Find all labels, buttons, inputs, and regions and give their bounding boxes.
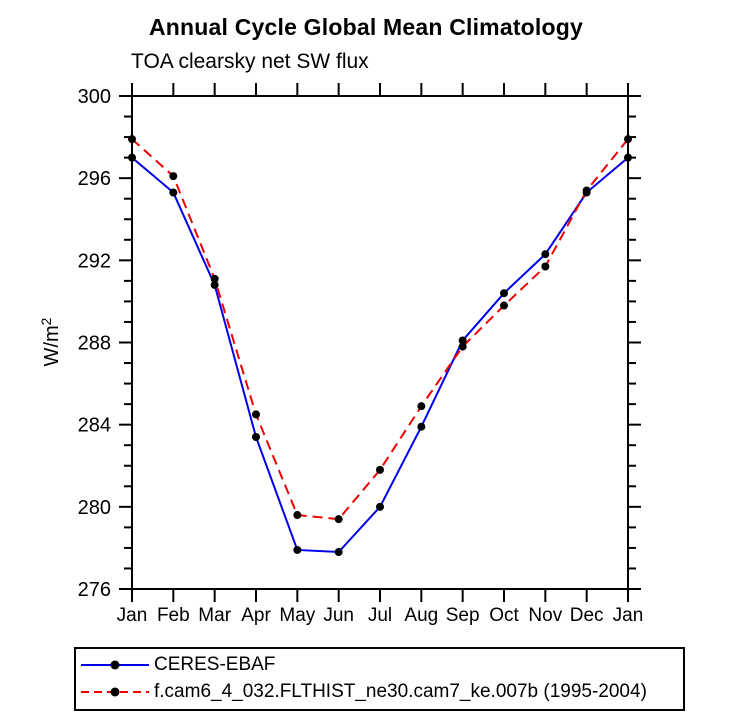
y-tick-label: 300 <box>78 86 111 108</box>
y-tick-label: 284 <box>78 415 111 437</box>
legend-label-model: f.cam6_4_032.FLTHIST_ne30.cam7_ke.007b (… <box>154 680 647 702</box>
x-tick-label: Nov <box>528 605 562 626</box>
legend-line-sample-solid <box>81 660 149 669</box>
x-tick-label: Sep <box>446 605 480 626</box>
data-point-s0 <box>334 548 343 557</box>
y-tick-label: 292 <box>78 250 111 272</box>
data-point-s1 <box>582 186 591 195</box>
chart-title: Annual Cycle Global Mean Climatology <box>148 14 584 40</box>
series-line-0 <box>131 156 629 554</box>
chart-subtitle: TOA clearsky net SW flux <box>131 50 369 73</box>
data-point-s1 <box>334 515 343 524</box>
series-line-1 <box>131 138 629 521</box>
data-point-s0 <box>293 545 302 554</box>
plot-frame <box>131 95 629 590</box>
legend: CERES-EBAF f.cam6_4_032.FLTHIST_ne30.cam… <box>74 647 685 711</box>
data-point-s1 <box>458 342 467 351</box>
x-tick-label: Jan <box>117 605 148 626</box>
data-point-s0 <box>541 250 550 259</box>
legend-line-sample-dashed <box>81 687 149 696</box>
data-point-s1 <box>624 135 632 144</box>
data-point-s0 <box>169 188 178 197</box>
legend-marker-dot-icon <box>110 687 120 696</box>
y-tick-label: 280 <box>78 497 111 519</box>
data-point-s1 <box>500 301 508 310</box>
data-point-s1 <box>293 511 302 520</box>
x-tick-label: Jan <box>613 605 644 626</box>
data-point-s1 <box>128 135 136 144</box>
data-point-s1 <box>376 465 384 474</box>
data-point-s0 <box>417 422 426 431</box>
x-tick-label: Apr <box>241 605 271 626</box>
data-point-s0 <box>252 432 260 441</box>
x-tick-label: May <box>279 605 315 626</box>
data-point-s0 <box>376 502 384 511</box>
data-point-s1 <box>169 172 178 181</box>
data-point-s0 <box>210 280 219 289</box>
legend-marker-dot-icon <box>110 660 120 669</box>
data-point-s0 <box>128 153 136 162</box>
legend-item-model: f.cam6_4_032.FLTHIST_ne30.cam7_ke.007b (… <box>80 678 683 705</box>
y-tick-label: 288 <box>78 333 111 355</box>
data-point-s0 <box>624 153 632 162</box>
data-point-s1 <box>210 274 219 283</box>
data-point-s0 <box>500 289 508 298</box>
data-point-s0 <box>458 336 467 345</box>
x-tick-label: Mar <box>198 605 231 626</box>
legend-label-ceres: CERES-EBAF <box>154 653 276 675</box>
x-tick-label: Dec <box>570 605 604 626</box>
data-point-s1 <box>541 262 550 271</box>
legend-item-ceres: CERES-EBAF <box>80 651 683 678</box>
x-tick-label: Oct <box>489 605 519 626</box>
x-tick-label: Feb <box>157 605 190 626</box>
y-axis-title: W/m2 <box>38 317 63 366</box>
x-tick-label: Aug <box>404 605 438 626</box>
y-tick-label: 296 <box>78 168 111 190</box>
data-point-s1 <box>417 402 426 411</box>
y-tick-label: 276 <box>78 579 111 601</box>
x-tick-label: Jun <box>323 605 354 626</box>
data-point-s1 <box>252 410 260 419</box>
x-tick-label: Jul <box>368 605 392 626</box>
